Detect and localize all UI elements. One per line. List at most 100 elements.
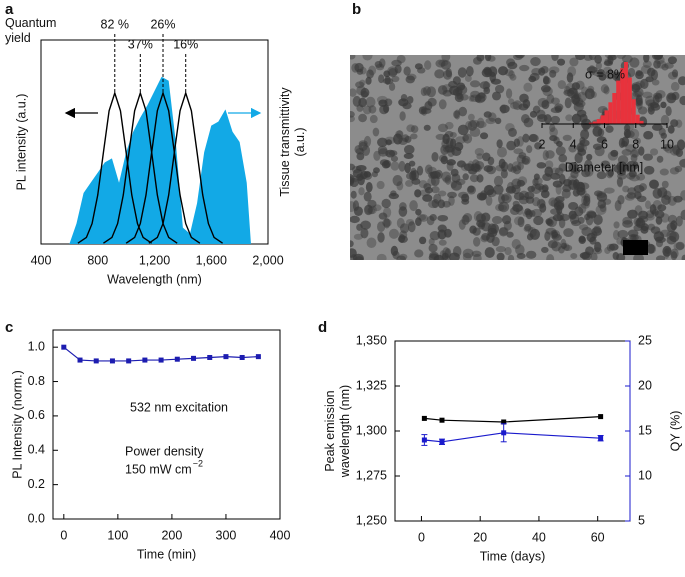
tem-image xyxy=(350,55,685,260)
particle xyxy=(462,252,472,260)
y-tick-label: 20 xyxy=(638,378,652,392)
particle xyxy=(548,66,560,74)
particle xyxy=(595,204,607,215)
particle xyxy=(670,220,678,231)
particle xyxy=(448,80,458,89)
particle xyxy=(362,55,373,61)
particle xyxy=(366,69,374,79)
particle xyxy=(625,144,637,153)
particle xyxy=(363,191,372,202)
particle xyxy=(485,195,493,206)
particle xyxy=(473,57,482,65)
particle xyxy=(670,119,679,127)
particle xyxy=(603,86,610,95)
particle xyxy=(518,195,529,205)
particle xyxy=(595,61,602,70)
particle xyxy=(486,165,497,175)
particle xyxy=(643,55,650,63)
particle xyxy=(613,221,620,229)
particle xyxy=(417,67,426,74)
particle xyxy=(631,83,641,93)
particle xyxy=(455,136,466,145)
particle xyxy=(350,240,354,248)
hist-bar xyxy=(635,114,640,124)
particle xyxy=(536,162,547,169)
particle xyxy=(350,163,356,171)
particle xyxy=(383,207,392,218)
particle xyxy=(376,253,387,260)
particle xyxy=(420,87,428,97)
particle xyxy=(476,153,483,160)
particle xyxy=(458,106,468,117)
panel-letter: a xyxy=(5,1,14,18)
particle xyxy=(547,240,558,249)
particle xyxy=(497,146,507,158)
particle xyxy=(359,66,367,75)
particle xyxy=(449,138,457,149)
particle xyxy=(351,165,362,174)
particle xyxy=(377,145,388,155)
particle xyxy=(446,159,456,166)
particle xyxy=(350,190,357,199)
particle xyxy=(598,72,607,81)
particle xyxy=(410,133,418,140)
particle xyxy=(356,104,364,112)
particle xyxy=(481,68,493,78)
particle xyxy=(626,161,637,172)
particle xyxy=(371,171,379,178)
series-line xyxy=(424,416,601,423)
particle xyxy=(651,79,660,86)
particle xyxy=(409,200,418,212)
particle xyxy=(464,74,472,82)
hist-bar xyxy=(624,62,628,124)
particle xyxy=(517,216,525,228)
particle xyxy=(627,67,636,77)
particle xyxy=(390,245,399,257)
particle xyxy=(399,223,410,234)
particle xyxy=(539,203,547,213)
particle xyxy=(398,234,406,243)
particle xyxy=(522,99,531,109)
series-line xyxy=(148,90,223,244)
particle xyxy=(540,85,551,93)
x-axis-label: Diameter [nm] xyxy=(565,160,644,174)
x-tick-label: 6 xyxy=(601,137,608,151)
particle xyxy=(550,115,561,124)
particle xyxy=(667,56,677,65)
particle xyxy=(356,152,365,161)
marker xyxy=(61,344,67,350)
y-tick-label: 1,275 xyxy=(356,468,387,482)
particle xyxy=(470,90,481,98)
particle xyxy=(634,137,641,145)
particle xyxy=(358,187,365,196)
particle xyxy=(506,140,517,151)
particle xyxy=(454,142,464,151)
particle xyxy=(542,75,550,85)
particle xyxy=(360,228,369,239)
particle xyxy=(572,179,580,190)
x-tick-label: 2 xyxy=(539,137,546,151)
series-line xyxy=(77,90,153,244)
particle xyxy=(498,193,505,205)
particle xyxy=(634,191,642,200)
particle xyxy=(623,128,631,139)
particle xyxy=(674,165,683,173)
y-tick-label: 0.4 xyxy=(28,443,45,457)
particle xyxy=(421,108,432,115)
annotation: σ = 8% xyxy=(585,67,625,81)
panel-letter: d xyxy=(318,319,327,336)
particle xyxy=(578,236,587,244)
y-tick-label: 0.2 xyxy=(28,477,45,491)
particle xyxy=(559,173,566,185)
particle xyxy=(365,96,376,108)
particle xyxy=(661,180,669,189)
particle xyxy=(579,182,590,190)
particle xyxy=(607,169,614,177)
particle xyxy=(662,245,672,257)
particle xyxy=(411,178,421,185)
particle xyxy=(377,232,385,243)
particle xyxy=(467,113,475,121)
particle xyxy=(442,177,451,184)
